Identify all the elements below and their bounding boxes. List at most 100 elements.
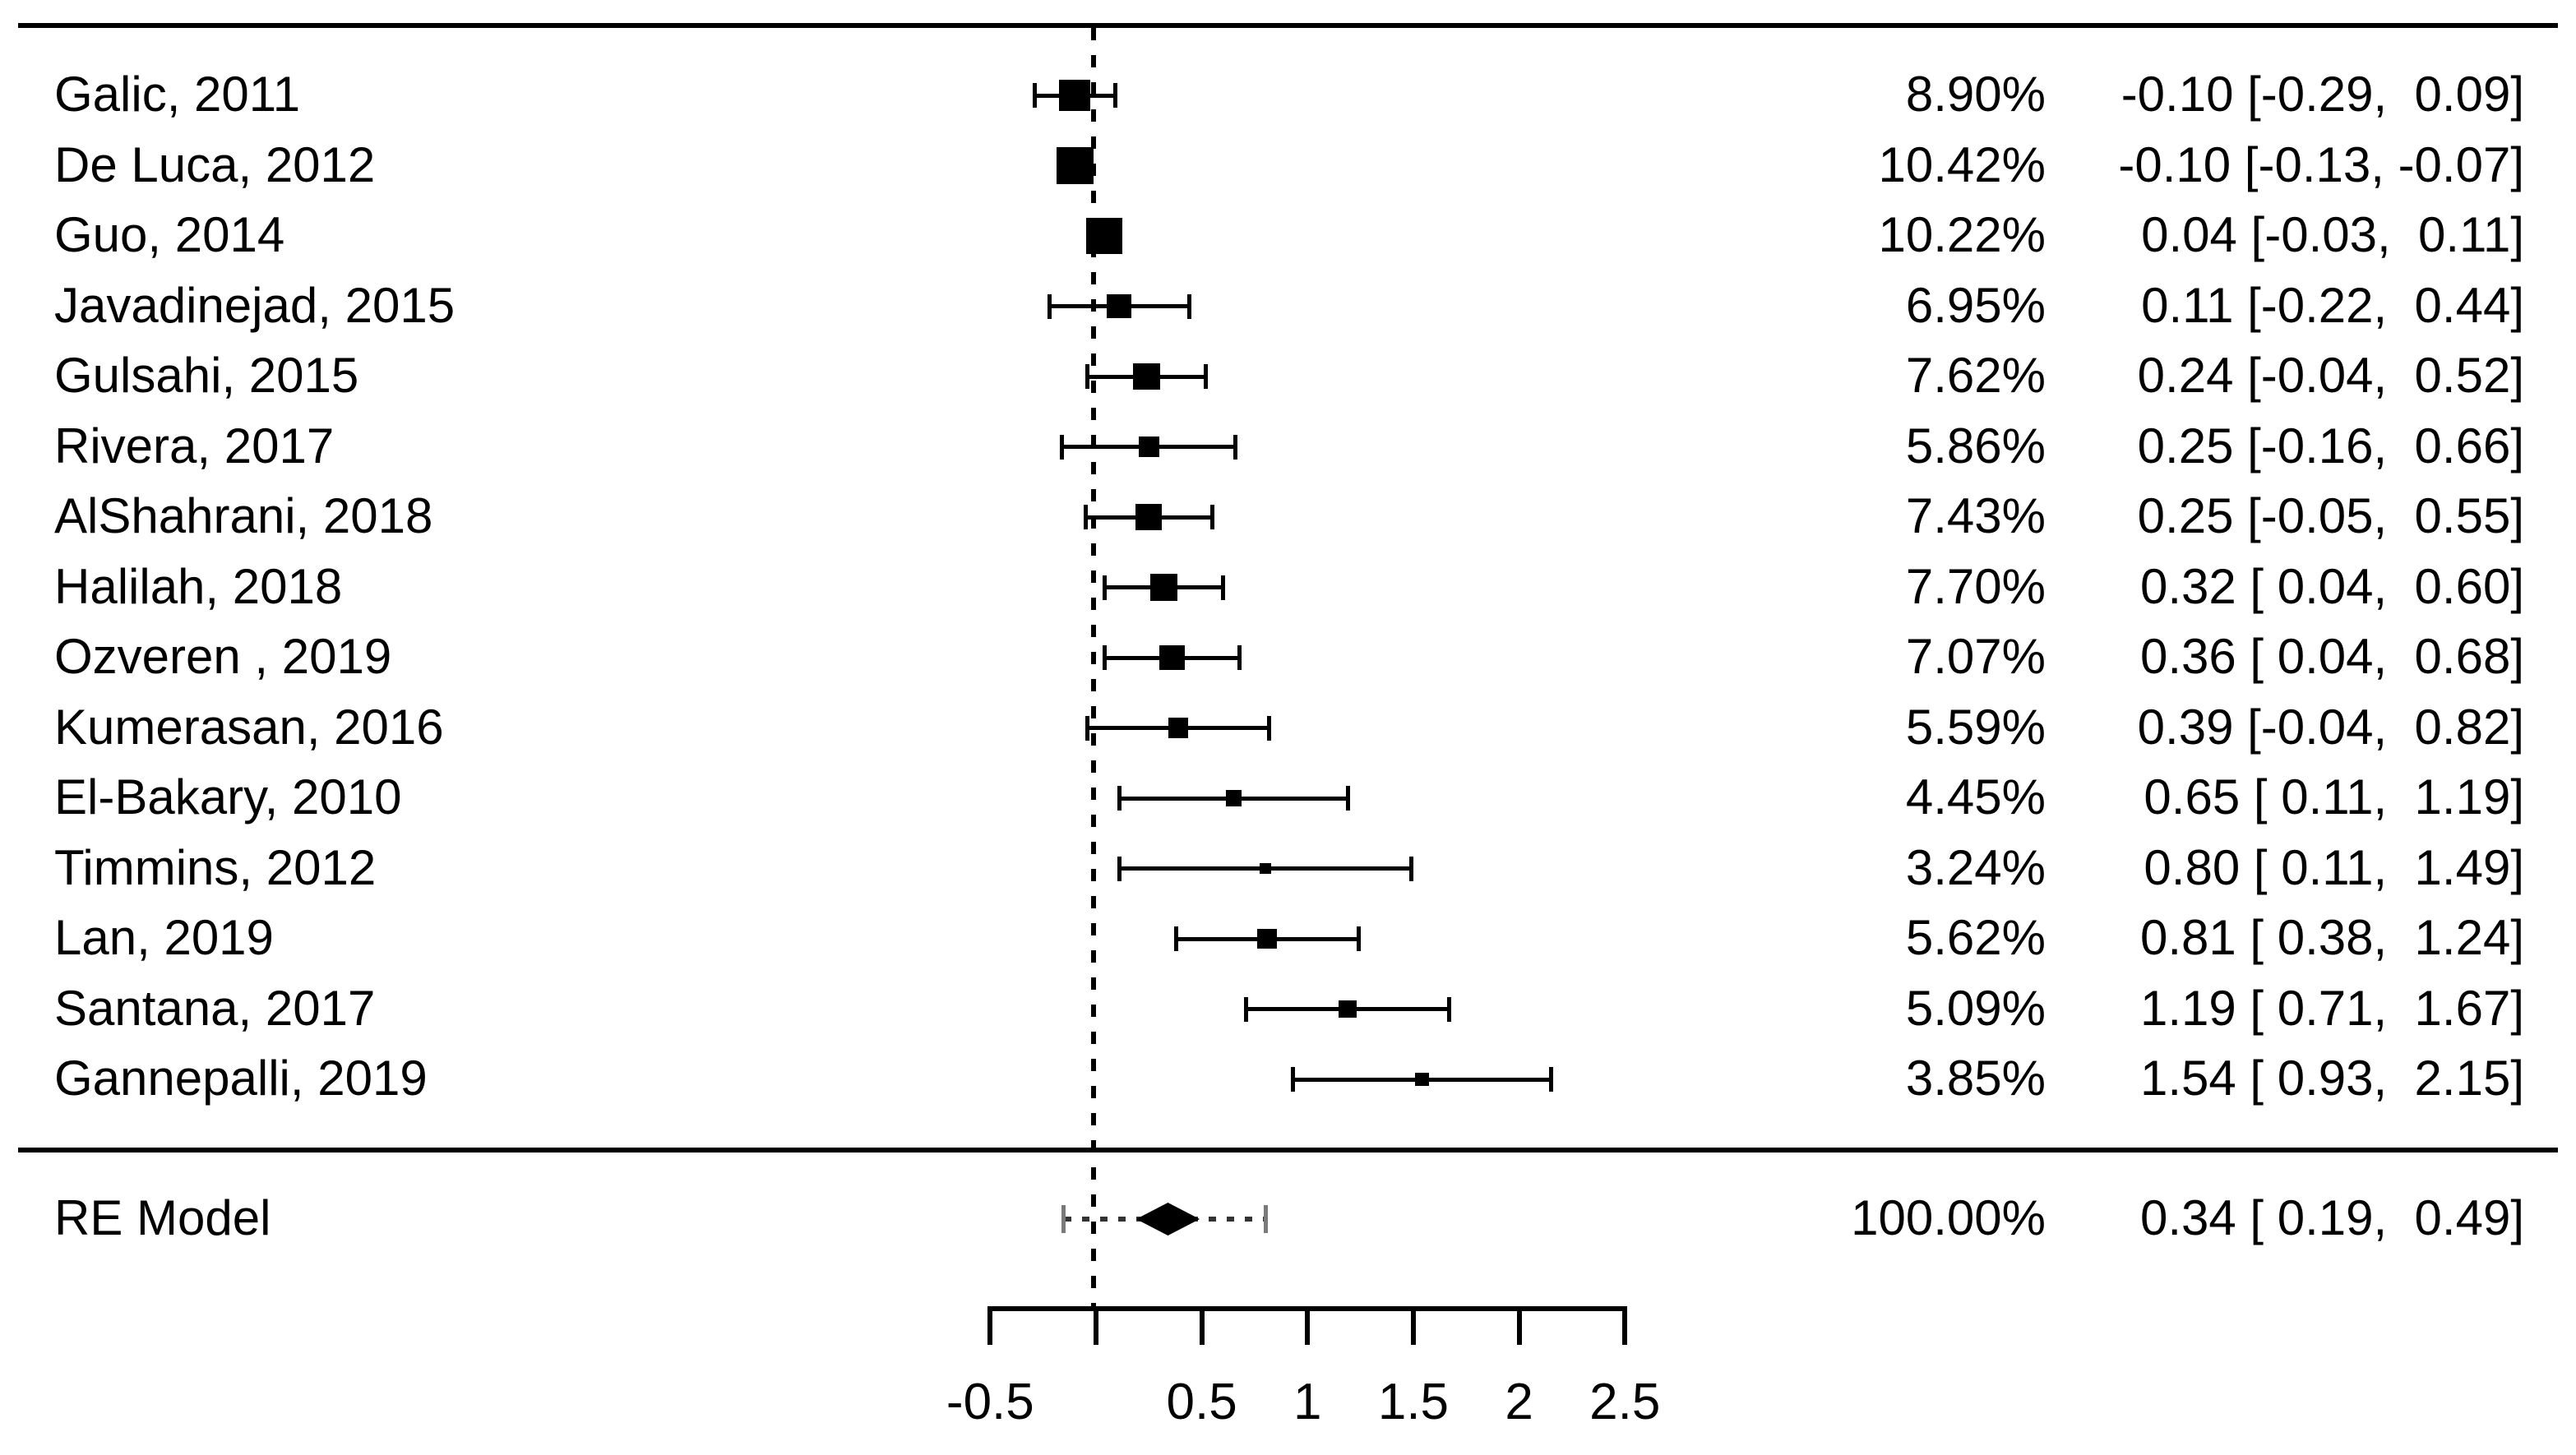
ci-cap-left bbox=[1060, 434, 1065, 460]
x-axis-tick bbox=[1622, 1309, 1628, 1345]
study-label: De Luca, 2012 bbox=[54, 136, 376, 192]
ci-cap-right bbox=[1237, 645, 1242, 670]
ci-cap-left bbox=[1032, 83, 1037, 108]
study-weight: 3.24% bbox=[1905, 839, 2046, 895]
study-label: Guo, 2014 bbox=[54, 206, 285, 262]
effect-square bbox=[1225, 790, 1242, 806]
x-axis-tick-label: -0.5 bbox=[946, 1374, 1034, 1430]
prediction-interval-cap-left bbox=[1061, 1205, 1066, 1233]
x-axis-tick-label: 1 bbox=[1293, 1374, 1322, 1430]
ci-cap-left bbox=[1244, 996, 1249, 1022]
study-label: Ozveren , 2019 bbox=[54, 628, 392, 684]
ci-cap-left bbox=[1174, 926, 1179, 951]
effect-square bbox=[1086, 218, 1123, 254]
ci-cap-left bbox=[1083, 505, 1088, 529]
effect-square bbox=[1257, 928, 1278, 949]
study-estimate: 0.24 [-0.04, 0.52] bbox=[2137, 347, 2524, 403]
study-weight: 7.07% bbox=[1905, 628, 2046, 684]
study-weight: 7.62% bbox=[1905, 347, 2046, 403]
study-label: Kumerasan, 2016 bbox=[54, 699, 444, 755]
ci-cap-right bbox=[1267, 715, 1272, 741]
study-estimate: 0.32 [ 0.04, 0.60] bbox=[2139, 558, 2524, 614]
study-estimate: -0.10 [-0.13, -0.07] bbox=[2118, 136, 2524, 192]
ci-cap-right bbox=[1186, 293, 1191, 319]
study-weight: 6.95% bbox=[1905, 277, 2046, 333]
ci-cap-right bbox=[1210, 505, 1214, 529]
ci-cap-left bbox=[1085, 715, 1090, 741]
study-label: Halilah, 2018 bbox=[54, 558, 343, 614]
ci-cap-right bbox=[1204, 364, 1209, 389]
study-weight: 3.85% bbox=[1905, 1050, 2046, 1106]
summary-separator-rule bbox=[18, 1148, 2558, 1152]
study-weight: 7.43% bbox=[1905, 487, 2046, 543]
study-weight: 5.09% bbox=[1905, 980, 2046, 1036]
study-label: Lan, 2019 bbox=[54, 909, 274, 965]
effect-square bbox=[1059, 79, 1091, 112]
study-estimate: -0.10 [-0.29, 0.09] bbox=[2120, 66, 2524, 122]
x-axis-tick bbox=[1305, 1309, 1311, 1345]
study-weight: 5.59% bbox=[1905, 699, 2046, 755]
study-estimate: 0.36 [ 0.04, 0.68] bbox=[2139, 628, 2524, 684]
study-estimate: 0.11 [-0.22, 0.44] bbox=[2141, 277, 2524, 333]
summary-estimate: 0.34 [ 0.19, 0.49] bbox=[2139, 1189, 2524, 1245]
study-estimate: 0.04 [-0.03, 0.11] bbox=[2141, 206, 2524, 262]
ci-cap-left bbox=[1102, 575, 1107, 600]
x-axis-tick bbox=[1199, 1309, 1205, 1345]
study-estimate: 1.54 [ 0.93, 2.15] bbox=[2139, 1050, 2524, 1106]
study-label: El-Bakary, 2010 bbox=[54, 769, 402, 824]
study-label: AlShahrani, 2018 bbox=[54, 487, 433, 543]
x-axis-tick-label: 2 bbox=[1505, 1374, 1533, 1430]
summary-diamond bbox=[1135, 1203, 1200, 1236]
effect-square bbox=[1339, 1000, 1357, 1018]
ci-cap-right bbox=[1408, 856, 1413, 881]
effect-square bbox=[1107, 293, 1132, 319]
x-axis-tick-label: 2.5 bbox=[1589, 1374, 1661, 1430]
effect-square bbox=[1138, 436, 1159, 458]
study-estimate: 1.19 [ 0.71, 1.67] bbox=[2139, 980, 2524, 1036]
ci-cap-right bbox=[1447, 996, 1452, 1022]
x-axis-tick bbox=[987, 1309, 993, 1345]
ci-cap-left bbox=[1047, 293, 1052, 319]
effect-square bbox=[1056, 147, 1094, 184]
study-weight: 7.70% bbox=[1905, 558, 2046, 614]
x-axis-tick bbox=[1094, 1309, 1098, 1345]
prediction-interval-cap-right bbox=[1263, 1205, 1268, 1233]
ci-cap-left bbox=[1117, 786, 1122, 811]
ci-cap-right bbox=[1112, 83, 1117, 108]
study-weight: 10.22% bbox=[1878, 206, 2046, 262]
ci-cap-left bbox=[1102, 645, 1107, 670]
study-label: Rivera, 2017 bbox=[54, 418, 335, 473]
ci-cap-right bbox=[1220, 575, 1225, 600]
x-axis-tick-label: 1.5 bbox=[1377, 1374, 1450, 1430]
summary-label: RE Model bbox=[54, 1189, 271, 1245]
study-weight: 4.45% bbox=[1905, 769, 2046, 824]
ci-cap-right bbox=[1345, 786, 1350, 811]
study-label: Javadinejad, 2015 bbox=[54, 277, 456, 333]
study-label: Galic, 2011 bbox=[54, 66, 301, 122]
effect-square bbox=[1133, 363, 1161, 390]
study-estimate: 0.80 [ 0.11, 1.49] bbox=[2144, 839, 2524, 895]
ci-cap-left bbox=[1085, 364, 1090, 389]
x-axis-tick bbox=[1410, 1309, 1416, 1345]
study-estimate: 0.81 [ 0.38, 1.24] bbox=[2139, 909, 2524, 965]
effect-square bbox=[1149, 573, 1177, 602]
effect-square bbox=[1159, 644, 1185, 671]
study-label: Santana, 2017 bbox=[54, 980, 376, 1036]
effect-square bbox=[1259, 862, 1271, 875]
study-estimate: 0.25 [-0.16, 0.66] bbox=[2137, 418, 2524, 473]
study-label: Gulsahi, 2015 bbox=[54, 347, 359, 403]
study-weight: 10.42% bbox=[1878, 136, 2046, 192]
top-rule bbox=[18, 23, 2558, 28]
ci-cap-right bbox=[1356, 926, 1361, 951]
effect-square bbox=[1135, 504, 1163, 530]
study-estimate: 0.25 [-0.05, 0.55] bbox=[2137, 487, 2524, 543]
ci-cap-right bbox=[1233, 434, 1238, 460]
ci-cap-right bbox=[1548, 1067, 1553, 1092]
ci-cap-left bbox=[1290, 1067, 1295, 1092]
study-estimate: 0.39 [-0.04, 0.82] bbox=[2137, 699, 2524, 755]
summary-weight: 100.00% bbox=[1851, 1189, 2046, 1245]
study-weight: 5.86% bbox=[1905, 418, 2046, 473]
x-axis-tick bbox=[1516, 1309, 1522, 1345]
study-label: Gannepalli, 2019 bbox=[54, 1050, 428, 1106]
